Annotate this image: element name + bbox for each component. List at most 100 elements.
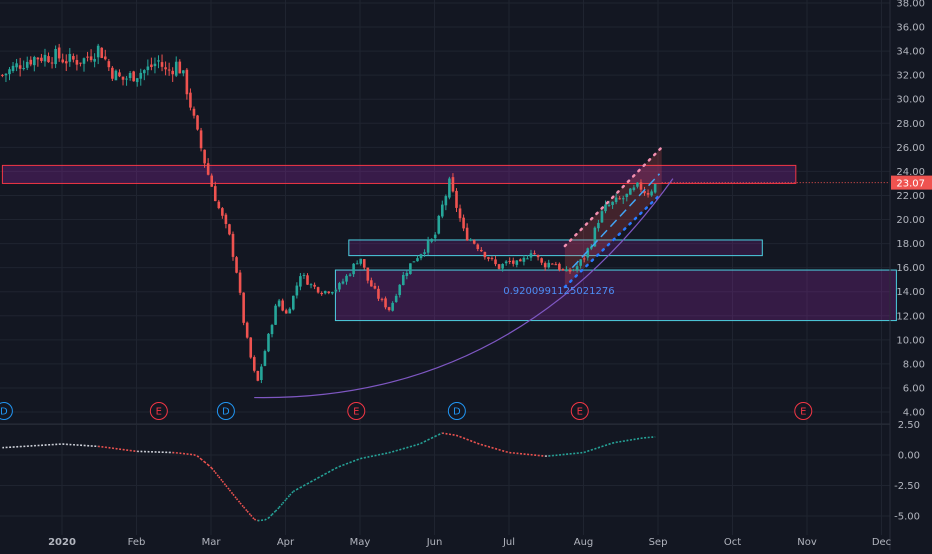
candle-up <box>129 73 132 78</box>
candle-up <box>175 62 178 76</box>
osc-tick-label: -2.50 <box>894 481 920 492</box>
candle-down <box>225 215 228 224</box>
candle-down <box>1 75 4 76</box>
candle-up <box>154 64 157 66</box>
candle-up <box>359 259 362 264</box>
candle-up <box>416 258 419 261</box>
candle-up <box>636 183 639 187</box>
candle-up <box>303 275 306 276</box>
candle-down <box>491 258 494 259</box>
time-tick-label: 2020 <box>48 537 76 548</box>
candle-down <box>218 202 221 208</box>
candle-down <box>551 264 554 265</box>
dividend-marker[interactable]: D <box>217 403 234 420</box>
candle-down <box>466 228 469 241</box>
last-price-label: 23.07 <box>896 179 925 190</box>
time-tick-label: Jun <box>426 537 443 548</box>
mid-range-box <box>349 240 762 256</box>
candle-down <box>249 338 252 358</box>
event-label: D <box>453 407 461 418</box>
candle-down <box>281 301 284 311</box>
time-tick-label: Feb <box>128 537 146 548</box>
candle-up <box>523 258 526 262</box>
candle-up <box>278 301 281 307</box>
price-tick-label: 12.00 <box>896 311 925 322</box>
candle-down <box>306 275 309 284</box>
candle-up <box>579 259 582 265</box>
earnings-marker[interactable]: E <box>571 403 588 420</box>
candle-down <box>65 61 68 63</box>
candle-up <box>83 58 86 64</box>
candle-down <box>512 260 515 263</box>
candle-up <box>5 74 8 76</box>
earnings-marker[interactable]: E <box>348 403 365 420</box>
candle-down <box>108 61 111 67</box>
candle-up <box>501 264 504 269</box>
candle-up <box>115 71 118 81</box>
candle-down <box>29 60 32 65</box>
candle-down <box>484 252 487 257</box>
candle-up <box>469 240 472 241</box>
candle-up <box>505 261 508 263</box>
candle-down <box>196 115 199 129</box>
candle-down <box>494 259 497 264</box>
price-tick-label: 28.00 <box>896 119 925 130</box>
candle-up <box>8 69 11 74</box>
event-label: D <box>222 407 230 418</box>
candle-down <box>232 234 235 257</box>
candle-up <box>69 54 72 62</box>
candle-down <box>317 287 320 292</box>
candle-up <box>139 73 142 79</box>
earnings-marker[interactable]: E <box>795 403 812 420</box>
support-zone <box>335 270 896 321</box>
price-tick-label: 4.00 <box>903 408 925 419</box>
candle-up <box>338 283 341 289</box>
candle-up <box>597 223 600 228</box>
candle-up <box>398 285 401 295</box>
candle-down <box>473 240 476 243</box>
candle-down <box>132 71 135 81</box>
candle-down <box>100 48 103 58</box>
candle-down <box>207 163 210 175</box>
candle-up <box>26 62 29 68</box>
candle-down <box>72 56 75 60</box>
candle-up <box>420 254 423 258</box>
candle-up <box>349 275 352 276</box>
candle-up <box>125 79 128 80</box>
dividend-marker[interactable]: D <box>448 403 465 420</box>
candle-down <box>313 285 316 287</box>
price-tick-label: 32.00 <box>896 71 925 82</box>
price-tick-label: 6.00 <box>903 383 925 394</box>
price-tick-label: 22.00 <box>896 191 925 202</box>
candle-down <box>253 357 256 371</box>
candle-up <box>629 189 632 195</box>
price-tick-label: 18.00 <box>896 239 925 250</box>
candle-up <box>342 281 345 283</box>
candle-up <box>427 241 430 253</box>
candle-up <box>572 270 575 271</box>
candle-up <box>516 260 519 264</box>
candle-up <box>157 60 160 61</box>
candle-down <box>459 208 462 218</box>
candle-down <box>200 130 203 148</box>
time-tick-label: Nov <box>797 537 817 548</box>
candle-up <box>402 275 405 285</box>
candle-down <box>476 244 479 249</box>
candle-down <box>19 65 22 69</box>
candle-down <box>118 72 121 76</box>
candle-up <box>15 63 18 67</box>
candle-up <box>33 57 36 65</box>
time-tick-label: Mar <box>202 537 222 548</box>
candle-up <box>324 291 327 293</box>
candle-down <box>544 263 547 267</box>
earnings-marker[interactable]: E <box>150 403 167 420</box>
candle-up <box>335 290 338 292</box>
candle-down <box>540 258 543 262</box>
candle-up <box>445 196 448 205</box>
osc-tick-label: 0.00 <box>898 451 920 462</box>
candle-down <box>384 298 387 307</box>
dividend-marker[interactable]: D <box>0 403 12 420</box>
candle-down <box>239 273 242 293</box>
candle-up <box>264 351 267 366</box>
